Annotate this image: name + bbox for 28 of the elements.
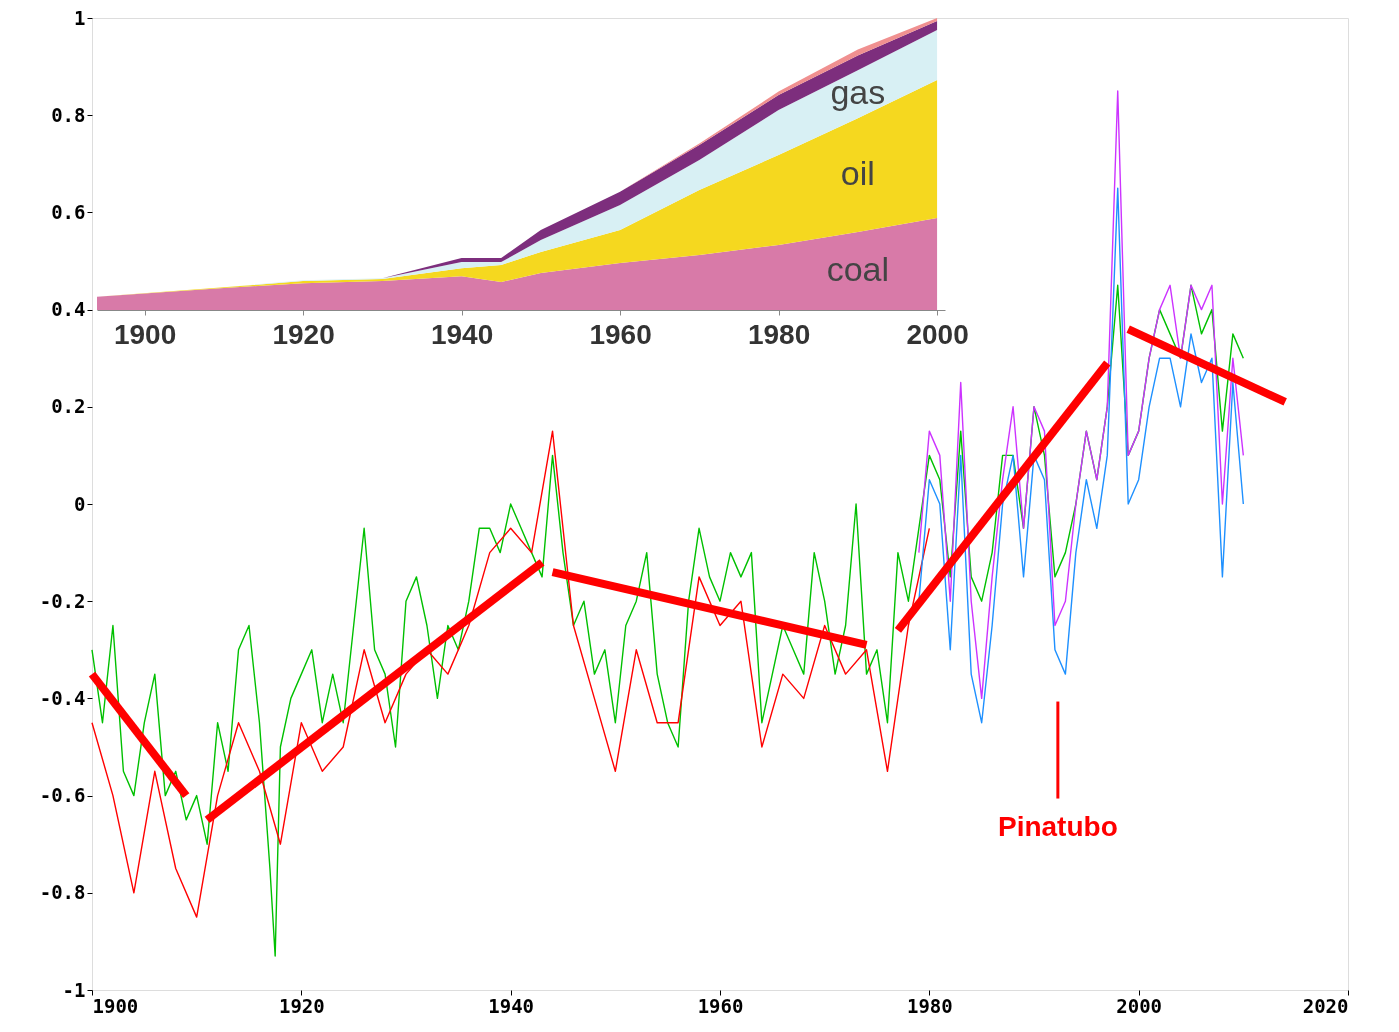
series-label: gas — [830, 73, 886, 112]
y-tick-label: -1 — [62, 978, 86, 1001]
series-label: coal — [826, 250, 890, 289]
x-tick-label: 1900 — [113, 318, 177, 350]
y-tick-label: 1 — [74, 6, 86, 29]
y-tick-label: -0.6 — [39, 784, 86, 807]
y-tick-label: 0.2 — [51, 395, 86, 418]
x-tick-label: 1980 — [747, 318, 811, 350]
y-tick-label: 0.4 — [51, 298, 86, 321]
x-tick-label: 1920 — [278, 994, 325, 1017]
y-tick-label: -0.2 — [39, 589, 86, 612]
x-tick-label: 2000 — [906, 318, 969, 350]
y-tick-label: 0.6 — [51, 200, 86, 223]
x-tick-label: 1940 — [488, 994, 535, 1017]
x-tick-label: 1920 — [272, 318, 335, 350]
x-tick-label: 1940 — [430, 318, 494, 350]
x-tick-label: 1900 — [92, 994, 139, 1017]
y-tick-label: 0.8 — [51, 103, 86, 126]
y-tick-label: 0 — [74, 492, 86, 515]
x-tick-label: 1960 — [589, 318, 652, 350]
series-label: oil — [840, 154, 875, 193]
x-tick-label: 1980 — [906, 994, 953, 1017]
y-tick-label: -0.8 — [39, 881, 86, 904]
x-tick-label: 1960 — [697, 994, 744, 1017]
y-tick-label: -0.4 — [39, 686, 86, 709]
x-tick-label: 2000 — [1116, 994, 1163, 1017]
annotation: Pinatubo — [997, 810, 1118, 842]
x-tick-label: 2020 — [1302, 994, 1349, 1017]
